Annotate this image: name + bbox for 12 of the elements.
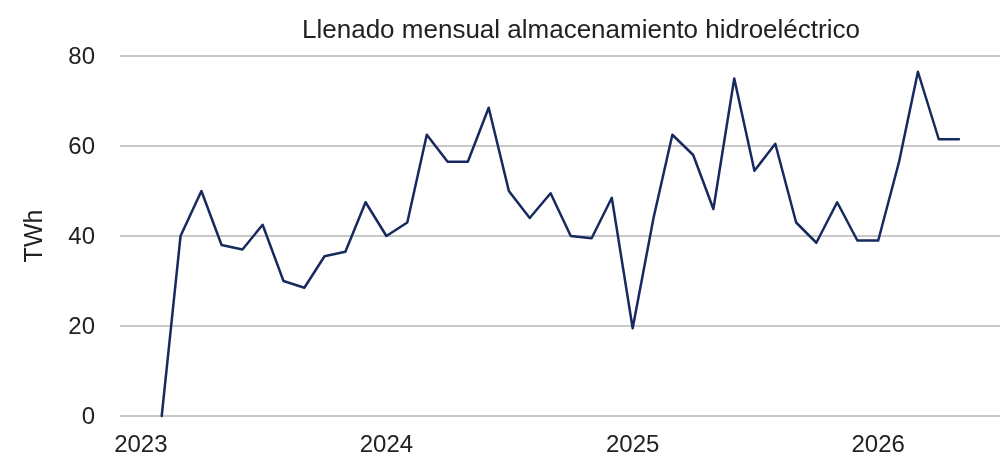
chart-title: Llenado mensual almacenamiento hidroeléctrico [302, 14, 860, 44]
x-tick-label: 2026 [851, 430, 905, 457]
y-tick-label: 80 [68, 42, 95, 70]
x-tick-label: 2024 [359, 430, 414, 457]
y-tick-label: 20 [68, 312, 95, 340]
y-tick-label: 40 [68, 222, 95, 250]
y-axis-title: TWh [19, 209, 47, 263]
line-series [160, 70, 961, 418]
y-tick-label: 0 [81, 402, 95, 430]
x-tick-label: 2023 [114, 430, 168, 457]
x-tick-label: 2025 [605, 430, 660, 457]
y-tick-label: 60 [68, 132, 95, 160]
